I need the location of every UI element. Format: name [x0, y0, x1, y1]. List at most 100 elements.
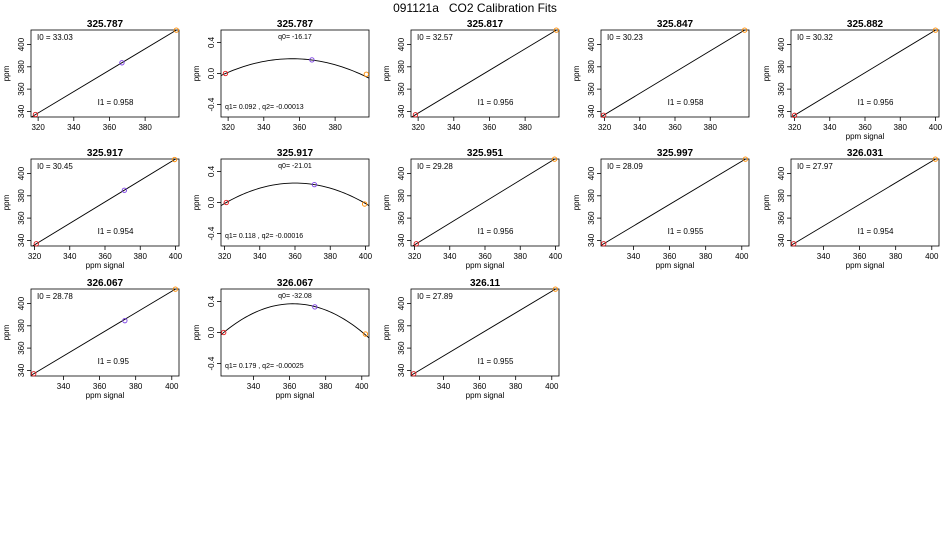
data-point	[411, 371, 417, 377]
slope-label: I1 = 0.956	[478, 227, 514, 236]
x-tick-label: 360	[858, 123, 872, 132]
panel-title: 326.067	[87, 278, 124, 289]
data-point	[122, 318, 128, 324]
y-axis-label: ppm	[192, 194, 201, 210]
fit-curve	[221, 58, 369, 79]
x-tick-label: 340	[257, 123, 271, 132]
y-tick-label: 360	[17, 341, 26, 355]
x-tick-label: 360	[473, 382, 487, 391]
y-tick-label: 400	[777, 166, 786, 180]
data-point	[362, 331, 369, 337]
y-tick-label: 340	[587, 233, 596, 247]
y-tick-label: 380	[777, 60, 786, 74]
x-tick-label: 380	[889, 252, 903, 261]
x-tick-label: 360	[663, 252, 677, 261]
x-tick-label: 380	[518, 123, 532, 132]
plot-frame	[410, 288, 560, 377]
y-tick-label: 400	[17, 296, 26, 310]
x-tick-label: 340	[437, 382, 451, 391]
intercept-label: I0 = 30.32	[797, 33, 833, 42]
y-tick-label: 360	[397, 82, 406, 96]
slope-label: I1 = 0.956	[858, 98, 894, 107]
data-point	[119, 60, 125, 66]
q-coefficients-label: q1= 0.118 , q2= -0.00016	[225, 233, 303, 240]
data-point	[121, 187, 128, 193]
slope-label: I1 = 0.956	[478, 98, 514, 107]
x-tick-label: 360	[93, 382, 107, 391]
intercept-label: I0 = 33.03	[37, 33, 73, 42]
x-tick-label: 340	[67, 123, 81, 132]
q-coefficients-label: q1= 0.179 , q2= -0.00025	[225, 363, 304, 370]
x-tick-label: 320	[788, 123, 802, 132]
chart-panel: 325.997 340 360 380 400 340 360 380 400 ppm signa…	[572, 148, 750, 270]
fit-line	[791, 30, 937, 117]
y-tick-label: -0.4	[207, 356, 216, 370]
intercept-label: I0 = 28.09	[607, 162, 643, 171]
x-tick-label: 340	[57, 382, 71, 391]
data-point	[311, 181, 318, 188]
x-tick-label: 340	[247, 382, 261, 391]
y-tick-label: 380	[397, 189, 406, 203]
intercept-label: I0 = 29.28	[417, 162, 453, 171]
y-tick-label: 0.0	[207, 326, 216, 338]
x-tick-label: 380	[324, 252, 338, 261]
data-point	[932, 27, 939, 33]
y-tick-label: 360	[17, 211, 26, 225]
y-tick-label: 380	[587, 189, 596, 203]
intercept-label: I0 = 30.23	[607, 33, 643, 42]
panel-title: 325.917	[87, 148, 124, 159]
y-tick-label: 360	[397, 341, 406, 355]
chart-panel: 326.067 340 360 380 400 -0.4 0.0 0.4 ppm signal p…	[192, 278, 370, 400]
y-tick-label: -0.4	[207, 226, 216, 240]
x-tick-label: 320	[411, 123, 425, 132]
plot-frame	[30, 288, 180, 377]
fit-line	[411, 159, 556, 246]
data-point	[363, 71, 369, 77]
panel-title: 325.787	[87, 19, 124, 30]
x-axis-label: ppm signal	[846, 132, 885, 141]
x-tick-label: 380	[138, 123, 152, 132]
y-tick-label: 380	[587, 60, 596, 74]
y-tick-label: 0.0	[207, 196, 216, 208]
y-tick-label: 380	[17, 60, 26, 74]
plot-frame	[600, 158, 750, 247]
x-tick-label: 320	[218, 252, 232, 261]
y-axis-label: ppm	[762, 194, 771, 210]
x-tick-label: 320	[31, 123, 45, 132]
x-tick-label: 360	[853, 252, 867, 261]
data-point	[309, 57, 315, 63]
x-axis-label: ppm signal	[276, 391, 315, 400]
y-tick-label: 380	[397, 319, 406, 333]
y-tick-label: 0.4	[207, 165, 216, 177]
x-tick-label: 400	[359, 252, 373, 261]
data-point	[791, 241, 797, 247]
x-tick-label: 380	[129, 382, 143, 391]
y-tick-label: 340	[17, 233, 26, 247]
y-tick-label: 400	[397, 166, 406, 180]
chart-panel: 326.067 340 360 380 400 340 360 380 400 ppm signa…	[2, 278, 180, 400]
data-point	[32, 111, 39, 118]
data-point	[312, 304, 318, 310]
q0-label: q0= -21.01	[278, 163, 312, 170]
x-tick-label: 400	[735, 252, 749, 261]
y-axis-label: ppm	[192, 65, 201, 81]
x-tick-label: 340	[63, 252, 77, 261]
slope-label: I1 = 0.954	[858, 227, 894, 236]
q-coefficients-label: q1= 0.092 , q2= -0.00013	[225, 104, 304, 111]
data-point	[172, 286, 179, 292]
x-tick-label: 400	[545, 382, 559, 391]
intercept-label: I0 = 28.78	[37, 292, 73, 301]
y-tick-label: 0.0	[207, 67, 216, 79]
y-tick-label: 340	[397, 363, 406, 377]
y-tick-label: 340	[777, 233, 786, 247]
fit-line	[31, 289, 177, 376]
intercept-label: I0 = 30.45	[37, 162, 73, 171]
chart-panel: 325.817 320 340 360 380 340 360 380 400 ppm I0 = 3…	[382, 19, 560, 132]
panel-title: 326.031	[847, 148, 884, 159]
y-tick-label: 400	[777, 37, 786, 51]
data-point	[221, 329, 227, 336]
panel-title: 325.882	[847, 19, 884, 30]
chart-panel: 326.11 340 360 380 400 340 360 380 400 ppm signal…	[382, 278, 560, 400]
